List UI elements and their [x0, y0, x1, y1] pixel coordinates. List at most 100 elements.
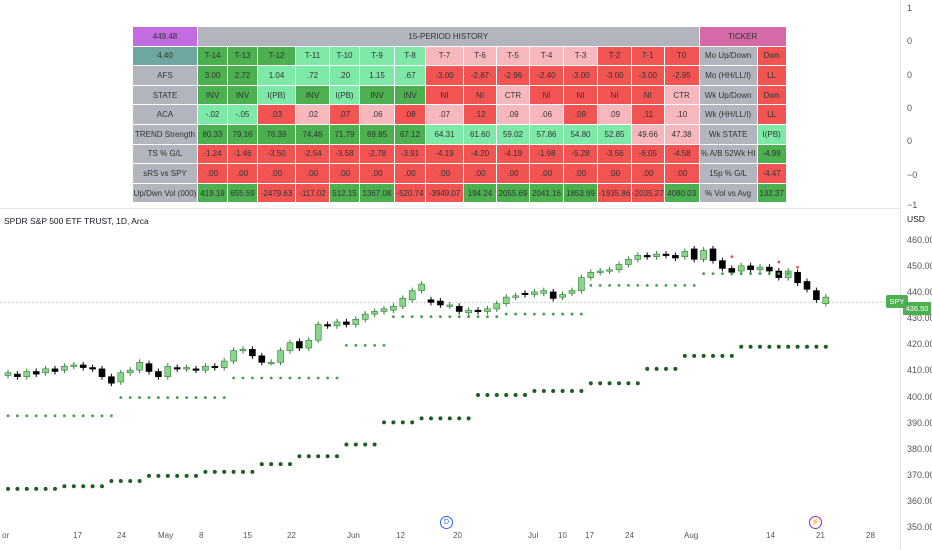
- header-cell: T-2: [597, 45, 632, 67]
- date-axis-label: or: [2, 531, 10, 540]
- support-dot: [570, 312, 574, 316]
- header-cell: T-6: [463, 45, 497, 67]
- header-cell: T-11: [295, 45, 330, 67]
- support-dot: [514, 312, 517, 316]
- support-dot: [504, 312, 508, 316]
- data-cell: -1935.86: [597, 182, 632, 204]
- resistance-dot: [730, 255, 734, 259]
- date-axis-label: Jul: [528, 531, 539, 540]
- indicator-panel: 449.48 15-PERIOD HISTORY TICKER 4.40 T-14 T-1…: [0, 0, 900, 208]
- data-cell: -1.98: [529, 143, 564, 165]
- candle-body: [587, 272, 595, 278]
- candle-body: [643, 255, 651, 258]
- lower-support-dot: [466, 416, 471, 421]
- lower-support-dot: [673, 366, 678, 371]
- candle-body: [521, 292, 529, 296]
- candle-body: [145, 363, 153, 372]
- support-dot: [542, 312, 546, 316]
- support-dot: [213, 396, 217, 399]
- ticker-title-cell: TICKER: [698, 26, 787, 47]
- candle-body: [155, 371, 162, 377]
- lower-support-dot: [570, 389, 574, 394]
- lower-support-dot: [81, 484, 86, 489]
- symbol-tag: SPY: [886, 295, 908, 308]
- candle-body: [512, 295, 519, 298]
- data-cell: CTR: [663, 84, 700, 106]
- lower-support-dot: [222, 469, 227, 474]
- header-cell: T-4: [529, 45, 564, 67]
- lower-support-dot: [71, 484, 76, 489]
- dividend-event-icon[interactable]: D: [440, 516, 453, 529]
- data-cell: -.05: [227, 104, 258, 125]
- data-cell: 54.80: [563, 123, 598, 145]
- lower-support-dot: [325, 454, 330, 459]
- data-cell: NI: [563, 84, 598, 106]
- lower-support-dot: [288, 462, 292, 467]
- ticker-label-cell: Mo Up/Down: [698, 45, 758, 67]
- earnings-event-icon[interactable]: ⚡: [809, 516, 822, 529]
- support-dot: [81, 414, 85, 418]
- date-axis-label: 24: [117, 531, 126, 540]
- lower-support-dot: [278, 462, 283, 467]
- pane-separator[interactable]: [0, 208, 932, 209]
- currency-label[interactable]: USD: [907, 214, 925, 224]
- lower-support-dot: [635, 381, 640, 386]
- support-dot: [627, 283, 630, 287]
- data-cell: 64.31: [425, 123, 464, 145]
- support-dot: [166, 396, 170, 399]
- data-cell: 80.33: [197, 123, 228, 145]
- data-cell: .00: [257, 163, 296, 184]
- lower-support-dot: [494, 392, 499, 397]
- candle-body: [662, 253, 670, 256]
- candle-body: [747, 265, 754, 271]
- price-axis-label: 350.00: [907, 522, 932, 532]
- ticker-label-cell: Mo (HH/LL/I): [698, 65, 758, 86]
- lower-support-dot: [513, 392, 518, 397]
- support-dot: [373, 343, 376, 347]
- date-axis-label: Aug: [684, 531, 699, 540]
- support-dot: [204, 396, 207, 399]
- price-chart[interactable]: [0, 228, 900, 528]
- header-cell: T-5: [496, 45, 530, 67]
- data-cell: INV: [227, 84, 258, 106]
- price-axis[interactable]: 1 0 0 0 0 −0 −1 USD 460.00 450.00 440.00 430.00 42…: [900, 0, 932, 550]
- candle-body: [474, 309, 482, 312]
- lower-support-dot: [692, 353, 697, 358]
- lower-support-dot: [231, 469, 236, 474]
- data-cell: .00: [329, 163, 360, 184]
- support-dot: [260, 376, 264, 380]
- lower-support-dot: [626, 381, 631, 386]
- candle-body: [737, 265, 745, 272]
- data-cell: -3.58: [329, 143, 360, 165]
- price-axis-label: 440.00: [907, 287, 932, 298]
- candle-body: [267, 362, 275, 365]
- date-axis-label: 20: [453, 531, 462, 540]
- candle-body: [690, 248, 698, 260]
- data-cell: .07: [425, 104, 464, 125]
- support-dot: [53, 414, 57, 418]
- chart-title[interactable]: SPDR S&P 500 ETF TRUST, 1D, Arca: [4, 216, 149, 226]
- candle-body: [164, 365, 172, 377]
- lower-support-dot: [682, 353, 687, 358]
- candle-body: [314, 324, 322, 341]
- candle-body: [192, 368, 200, 371]
- indicator-axis-label: −0: [907, 170, 918, 180]
- date-axis-label: 17: [585, 531, 594, 540]
- indicator-axis-label: 0: [907, 136, 913, 146]
- lower-support-dot: [372, 442, 377, 447]
- lower-support-dot: [598, 381, 603, 386]
- lower-support-dot: [485, 392, 490, 397]
- data-cell: .10: [663, 104, 700, 125]
- lower-support-dot: [419, 416, 424, 421]
- support-dot: [185, 396, 189, 399]
- resistance-dot: [777, 260, 781, 264]
- price-axis-label: 410.00: [907, 365, 932, 376]
- indicator-axis-label: −1: [907, 200, 918, 210]
- date-axis-label: 22: [287, 531, 296, 540]
- ticker-value-cell: LL: [756, 104, 787, 125]
- lower-support-dot: [786, 344, 791, 349]
- support-dot: [241, 376, 245, 380]
- candle-body: [343, 321, 350, 325]
- support-dot: [25, 414, 29, 418]
- row-label-cell: Up/Dwn Vol (000): [132, 182, 198, 204]
